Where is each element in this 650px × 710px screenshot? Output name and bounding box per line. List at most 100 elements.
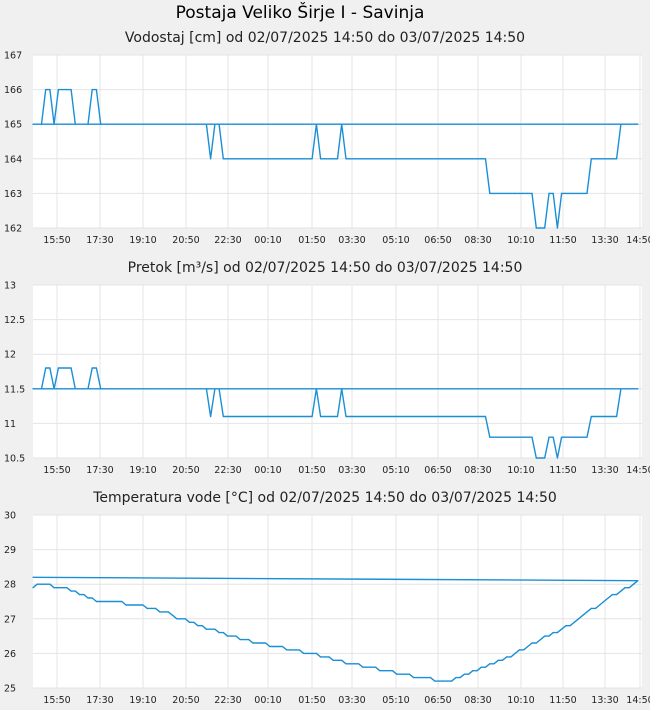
- data-point: [370, 158, 372, 160]
- data-point: [413, 158, 415, 160]
- data-point: [57, 89, 60, 91]
- data-point: [100, 123, 102, 125]
- data-point: [624, 123, 626, 125]
- data-point: [53, 123, 55, 125]
- y-tick-label: 10.5: [4, 454, 25, 465]
- data-point: [391, 158, 394, 160]
- data-point: [379, 670, 381, 672]
- data-point: [332, 158, 334, 160]
- data-point: [552, 436, 554, 438]
- y-tick-label: 28: [4, 580, 16, 591]
- data-point: [226, 415, 229, 418]
- data-point: [353, 158, 355, 160]
- data-point: [425, 415, 427, 418]
- data-point: [260, 415, 262, 418]
- data-point: [400, 415, 402, 418]
- data-point: [226, 635, 229, 637]
- y-tick-label: 12: [4, 350, 16, 361]
- data-point: [248, 639, 250, 641]
- chart-panel-water-level: Vodostaj [cm] od 02/07/2025 14:50 do 03/…: [0, 30, 650, 248]
- data-point: [214, 628, 216, 630]
- data-point: [578, 192, 580, 194]
- data-point: [548, 436, 550, 438]
- data-point: [112, 600, 114, 603]
- data-point: [421, 677, 423, 679]
- data-point: [556, 457, 559, 459]
- data-point: [95, 367, 97, 369]
- data-point: [210, 415, 212, 418]
- data-point: [628, 123, 630, 125]
- data-point: [172, 388, 174, 390]
- data-point: [336, 415, 339, 418]
- data-point: [235, 415, 237, 418]
- data-point: [578, 618, 580, 620]
- data-point: [231, 415, 233, 418]
- data-point: [252, 415, 254, 418]
- x-tick-label: 01:50: [298, 695, 325, 706]
- data-point: [455, 415, 457, 418]
- data-point: [45, 89, 47, 91]
- x-tick-label: 06:50: [424, 465, 451, 476]
- data-point: [480, 666, 482, 668]
- data-point: [472, 415, 474, 418]
- data-point: [32, 388, 34, 390]
- data-point: [303, 652, 305, 654]
- data-point: [100, 388, 102, 390]
- data-point: [438, 680, 440, 682]
- data-point: [53, 388, 55, 390]
- data-point: [138, 123, 140, 125]
- data-point: [446, 415, 449, 418]
- data-point: [459, 158, 461, 160]
- data-point: [303, 158, 305, 160]
- data-point: [510, 192, 512, 194]
- data-point: [146, 388, 148, 390]
- chart-panel-water-temperature: Temperatura vode [°C] od 02/07/2025 14:5…: [0, 490, 650, 708]
- data-point: [603, 600, 605, 603]
- data-point: [408, 415, 410, 418]
- data-point: [451, 158, 453, 160]
- data-point: [252, 158, 254, 160]
- x-tick-label: 15:50: [43, 235, 70, 246]
- data-point: [358, 158, 360, 160]
- y-tick-label: 25: [4, 684, 16, 695]
- data-point: [607, 158, 609, 160]
- data-point: [438, 158, 440, 160]
- data-point: [277, 158, 279, 160]
- data-point: [104, 388, 106, 390]
- data-point: [628, 587, 630, 589]
- x-tick-label: 08:30: [464, 695, 491, 706]
- data-point: [243, 158, 246, 160]
- data-point: [180, 388, 182, 390]
- data-point: [345, 158, 347, 160]
- chart-title: Vodostaj [cm] od 02/07/2025 14:50 do 03/…: [124, 30, 526, 46]
- data-point: [197, 625, 199, 627]
- data-point: [341, 659, 343, 661]
- data-point: [176, 388, 178, 390]
- data-point: [214, 123, 216, 125]
- data-point: [248, 415, 250, 418]
- chart-water-temperature: 25 26 27 28 29 30 15:50 17:30 19:10 20:50 22:30 00:…: [4, 511, 650, 707]
- data-point: [489, 192, 491, 194]
- data-point: [599, 415, 601, 418]
- data-point: [248, 158, 250, 160]
- data-point: [235, 158, 237, 160]
- x-tick-label: 08:30: [464, 235, 491, 246]
- data-point: [36, 123, 38, 125]
- data-point: [442, 415, 444, 418]
- data-point: [121, 123, 123, 125]
- data-point: [468, 158, 470, 160]
- data-point: [391, 670, 394, 672]
- data-point: [95, 89, 97, 91]
- data-point: [408, 158, 410, 160]
- data-point: [624, 587, 626, 589]
- x-tick-label: 00:10: [254, 465, 281, 476]
- data-point: [239, 415, 241, 418]
- data-point: [201, 625, 203, 627]
- data-point: [57, 587, 60, 589]
- x-tick-label: 17:30: [86, 235, 113, 246]
- data-point: [218, 388, 220, 390]
- data-point: [286, 649, 288, 651]
- data-point: [353, 415, 355, 418]
- data-point: [366, 415, 368, 418]
- data-point: [565, 625, 567, 627]
